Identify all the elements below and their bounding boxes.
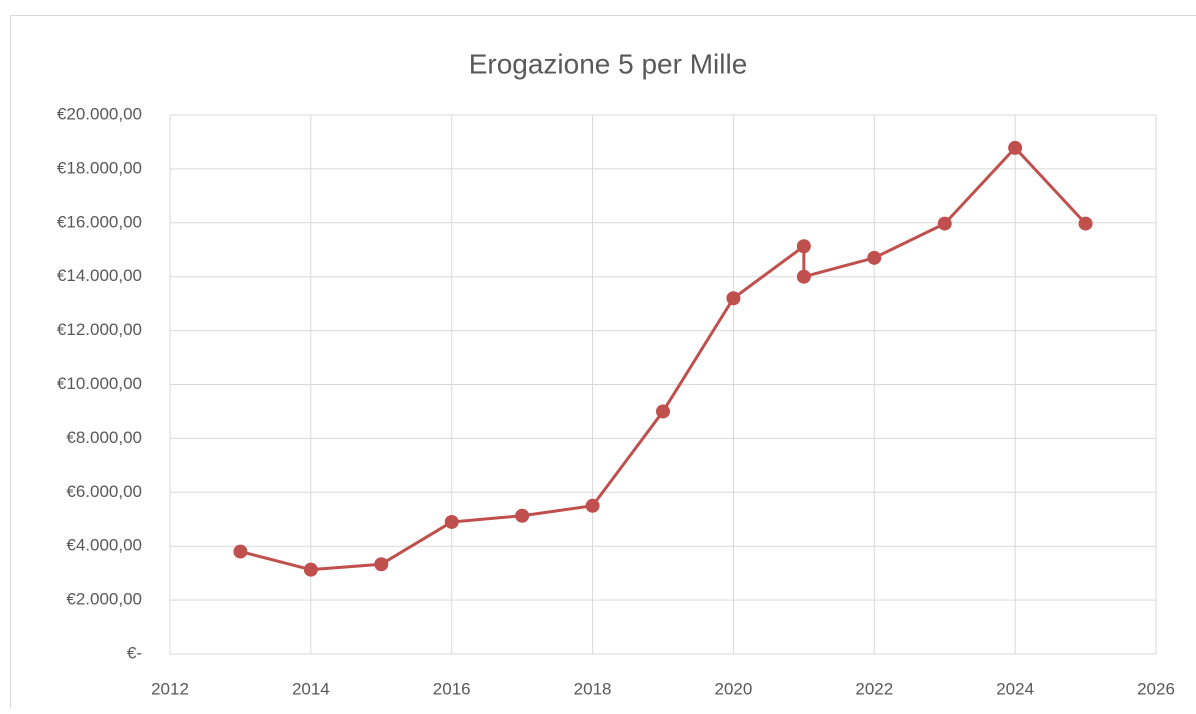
data-point (374, 557, 388, 571)
data-point (797, 270, 811, 284)
x-tick-label: 2014 (292, 679, 330, 698)
x-tick-label: 2022 (855, 679, 893, 698)
data-point (233, 545, 247, 559)
chart-border (11, 16, 1196, 710)
data-point (656, 404, 670, 418)
y-tick-label: €6.000,00 (66, 482, 142, 501)
data-point (304, 563, 318, 577)
y-tick-label: €4.000,00 (66, 536, 142, 555)
data-point (445, 515, 459, 529)
data-point (1079, 217, 1093, 231)
data-point (1008, 141, 1022, 155)
data-point (586, 499, 600, 513)
data-point (726, 291, 740, 305)
x-tick-label: 2024 (996, 679, 1034, 698)
y-tick-label: €10.000,00 (57, 374, 142, 393)
y-tick-label: €8.000,00 (66, 428, 142, 447)
y-tick-label: €18.000,00 (57, 158, 142, 177)
y-tick-label: €14.000,00 (57, 266, 142, 285)
y-tick-label: €- (127, 643, 142, 662)
y-tick-label: €20.000,00 (57, 104, 142, 123)
x-tick-label: 2018 (574, 679, 612, 698)
x-tick-label: 2016 (433, 679, 471, 698)
y-tick-label: €2.000,00 (66, 590, 142, 609)
data-point (515, 509, 529, 523)
y-tick-label: €12.000,00 (57, 320, 142, 339)
chart-title: Erogazione 5 per Mille (469, 48, 748, 79)
x-tick-label: 2020 (715, 679, 753, 698)
data-point (867, 251, 881, 265)
x-tick-label: 2026 (1137, 679, 1175, 698)
data-point (938, 217, 952, 231)
x-tick-label: 2012 (151, 679, 189, 698)
y-tick-label: €16.000,00 (57, 212, 142, 231)
data-point (797, 239, 811, 253)
